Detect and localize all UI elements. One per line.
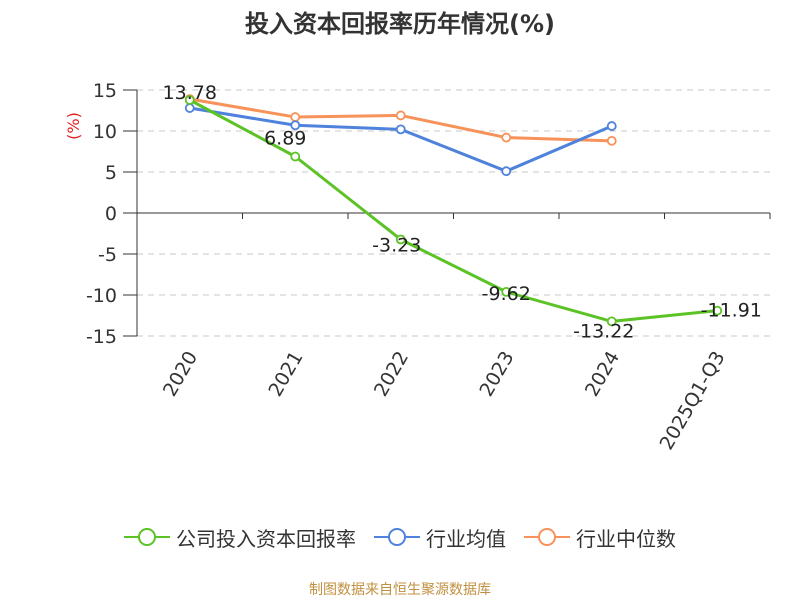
data-label: -13.22 (573, 320, 634, 342)
y-tick-label: -5 (98, 244, 117, 266)
legend-label-industry-mean: 行业均值 (426, 526, 506, 551)
data-point (290, 151, 301, 162)
x-tick-label: 2022 (370, 348, 413, 401)
data-point (501, 166, 512, 177)
y-tick-label: 10 (93, 121, 117, 143)
data-point (395, 110, 406, 121)
data-point (395, 234, 406, 245)
x-tick-label: 2024 (581, 348, 624, 401)
legend-item-company[interactable]: 公司投入资本回报率 (124, 523, 356, 552)
legend-marker-company (124, 528, 170, 546)
data-point (606, 121, 617, 131)
y-tick-label: -15 (86, 326, 117, 348)
data-point (395, 124, 406, 135)
legend-marker-industry-median (524, 528, 570, 546)
series-line-0 (189, 98, 718, 323)
x-tick-label: 2020 (159, 348, 202, 401)
legend-marker-industry-mean (374, 528, 420, 546)
legend: 公司投入资本回报率 行业均值 行业中位数 (0, 520, 800, 554)
y-tick-label: 0 (105, 203, 117, 225)
data-label: 6.89 (264, 128, 306, 150)
data-point (501, 286, 512, 297)
data-point (501, 132, 512, 143)
data-point (606, 316, 617, 327)
legend-label-company: 公司投入资本回报率 (176, 526, 356, 551)
y-tick-label: 5 (105, 162, 117, 184)
data-point (606, 135, 617, 146)
data-point (712, 305, 723, 316)
x-tick-label: 2025Q1-Q3 (656, 348, 730, 454)
data-point (184, 95, 195, 105)
data-label: -11.91 (701, 300, 762, 322)
legend-item-industry-median[interactable]: 行业中位数 (524, 523, 676, 552)
data-label: -9.62 (482, 283, 531, 305)
data-point (184, 103, 195, 113)
source-note: 制图数据来自恒生聚源数据库 (309, 582, 491, 598)
legend-label-industry-median: 行业中位数 (576, 526, 676, 551)
data-label: -3.23 (372, 234, 421, 256)
y-axis-label: (%) (64, 112, 83, 140)
data-label: 13.78 (163, 82, 217, 104)
y-tick-label: 15 (93, 80, 117, 102)
y-tick-label: -10 (86, 285, 117, 307)
data-point (290, 120, 301, 131)
x-tick-label: 2023 (475, 348, 518, 401)
chart-title: 投入资本回报率历年情况(%) (245, 10, 555, 38)
data-point (290, 112, 301, 122)
x-tick-label: 2021 (264, 348, 307, 401)
legend-item-industry-mean[interactable]: 行业均值 (374, 523, 506, 552)
